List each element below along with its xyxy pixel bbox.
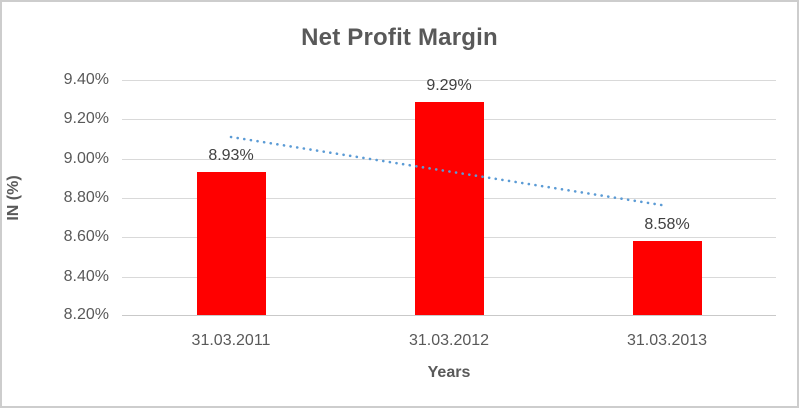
- gridline: [122, 315, 776, 316]
- x-tick-label: 31.03.2011: [191, 332, 271, 349]
- plot-area: 8.93% 9.29% 8.58%: [122, 77, 776, 316]
- y-tick-label: 9.20%: [63, 110, 109, 127]
- x-axis-title: Years: [427, 364, 471, 381]
- x-tick-label: 31.03.2012: [408, 332, 490, 349]
- bar-31.03.2011: [197, 172, 266, 315]
- y-tick-label: 9.00%: [63, 150, 109, 167]
- data-label: 8.58%: [644, 216, 690, 233]
- y-tick-label: 9.40%: [63, 71, 109, 88]
- trendline: [229, 135, 669, 208]
- data-label: 8.93%: [208, 147, 254, 164]
- y-tick-label: 8.80%: [63, 189, 109, 206]
- gridline: [122, 80, 776, 81]
- bar-31.03.2013: [633, 241, 702, 315]
- data-label: 9.29%: [426, 77, 472, 94]
- y-tick-label: 8.40%: [63, 268, 109, 285]
- chart-title: Net Profit Margin: [301, 24, 498, 51]
- x-tick-label: 31.03.2013: [626, 332, 708, 349]
- bar-31.03.2012: [415, 102, 484, 315]
- y-tick-label: 8.20%: [63, 306, 109, 323]
- y-tick-label: 8.60%: [63, 228, 109, 245]
